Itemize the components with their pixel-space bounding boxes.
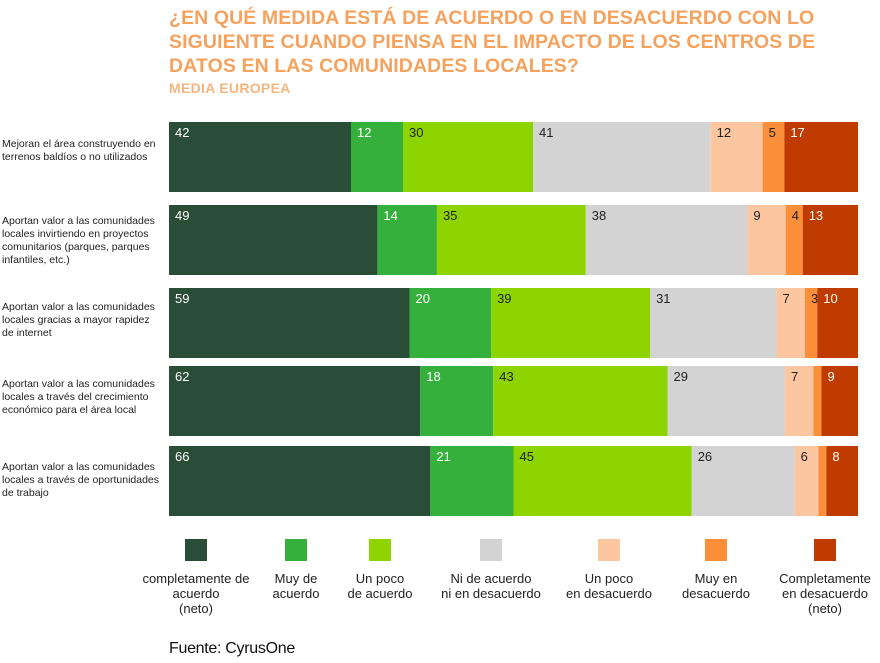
legend-label: Muy en desacuerdo — [682, 571, 750, 601]
bar-segment — [667, 366, 786, 436]
legend-item: Ni de acuerdo ni en desacuerdo — [431, 539, 551, 601]
bar-segment — [821, 366, 858, 436]
data-label: 45 — [520, 449, 534, 464]
data-label: 18 — [426, 369, 440, 384]
bar-segment — [169, 366, 421, 436]
bar-segment — [491, 288, 651, 358]
bar-segment — [813, 366, 822, 436]
bar-segment — [409, 288, 492, 358]
chart-title: ¿EN QUÉ MEDIDA ESTÁ DE ACUERDO O EN DESA… — [169, 7, 816, 77]
legend-label: Un poco en desacuerdo — [565, 571, 652, 601]
bar-segment — [169, 446, 431, 516]
legend-item: completamente de acuerdo (neto) — [136, 539, 256, 616]
data-label: 59 — [175, 291, 189, 306]
row-label: Aportan valor a las comunidades locales … — [2, 301, 155, 339]
bar-segment — [794, 446, 819, 516]
bar-segment — [785, 205, 803, 275]
data-label: 14 — [383, 208, 397, 223]
data-label: 39 — [497, 291, 511, 306]
data-label: 12 — [717, 125, 731, 140]
legend-swatch — [705, 539, 727, 561]
bar-segment — [585, 205, 748, 275]
data-label: 26 — [698, 449, 712, 464]
data-label: 9 — [753, 208, 760, 223]
data-label: 41 — [539, 125, 553, 140]
bar-segment — [817, 288, 858, 358]
bar-segment — [436, 205, 586, 275]
bar-segment — [169, 122, 351, 192]
bar-segment — [747, 205, 786, 275]
data-label: 62 — [175, 369, 189, 384]
bar-segment — [802, 205, 858, 275]
data-label: 42 — [175, 125, 189, 140]
chart-subtitle: MEDIA EUROPEA — [169, 80, 291, 96]
data-label: 8 — [832, 449, 839, 464]
data-label: 5 — [769, 125, 776, 140]
legend-label: Completamente en desacuerdo (neto) — [779, 571, 871, 616]
data-label: 31 — [656, 291, 670, 306]
data-label: 30 — [409, 125, 423, 140]
legend-swatch — [814, 539, 836, 561]
data-label: 3 — [811, 291, 818, 306]
data-label: 6 — [801, 449, 808, 464]
bar-segment — [493, 366, 668, 436]
bar-segment — [805, 288, 818, 358]
data-label: 12 — [357, 125, 371, 140]
row-label: Mejoran el área construyendo en terrenos… — [2, 138, 156, 163]
bar-segment — [403, 122, 533, 192]
bar-segment — [377, 205, 437, 275]
bar-segment — [818, 446, 827, 516]
source-note: Fuente: CyrusOne — [169, 640, 295, 657]
bar-segment — [691, 446, 795, 516]
data-label: 7 — [782, 291, 789, 306]
row-label: Aportan valor a las comunidades locales … — [2, 215, 155, 266]
data-label: 21 — [436, 449, 450, 464]
data-label: 20 — [416, 291, 430, 306]
bar-segment — [169, 288, 410, 358]
bar-segment — [650, 288, 777, 358]
data-label: 66 — [175, 449, 189, 464]
data-label: 4 — [792, 208, 799, 223]
legend-swatch — [285, 539, 307, 561]
legend-item: Un poco en desacuerdo — [549, 539, 669, 601]
legend-item: Completamente en desacuerdo (neto) — [765, 539, 880, 616]
bar-segment — [776, 288, 805, 358]
bar-segment — [784, 122, 858, 192]
data-label: 17 — [790, 125, 804, 140]
data-label: 38 — [592, 208, 606, 223]
data-label: 29 — [674, 369, 688, 384]
data-label: 10 — [823, 291, 837, 306]
legend-swatch — [598, 539, 620, 561]
legend-label: completamente de acuerdo (neto) — [142, 571, 250, 616]
row-label: Aportan valor a las comunidades locales … — [2, 378, 155, 416]
bar-segment — [420, 366, 494, 436]
legend-swatch — [369, 539, 391, 561]
data-label: 49 — [175, 208, 189, 223]
legend-item: Muy en desacuerdo — [656, 539, 776, 601]
bar-segment — [826, 446, 858, 516]
legend-label: Ni de acuerdo ni en desacuerdo — [441, 571, 541, 601]
legend-label: Muy de acuerdo — [272, 571, 320, 601]
data-label: 43 — [499, 369, 513, 384]
bar-segment — [533, 122, 711, 192]
data-label: 7 — [791, 369, 798, 384]
legend-item: Muy de acuerdo — [236, 539, 356, 601]
bar-segment — [785, 366, 814, 436]
data-label: 9 — [828, 369, 835, 384]
legend-swatch — [480, 539, 502, 561]
bar-segment — [169, 205, 378, 275]
bar-segment — [710, 122, 763, 192]
data-label: 13 — [809, 208, 823, 223]
bar-segment — [430, 446, 514, 516]
legend-item: Un poco de acuerdo — [320, 539, 440, 601]
bar-segment — [351, 122, 403, 192]
bar-segment — [513, 446, 692, 516]
bar-segment — [762, 122, 785, 192]
row-label: Aportan valor a las comunidades locales … — [2, 461, 160, 499]
legend-label: Un poco de acuerdo — [347, 571, 413, 601]
legend-swatch — [185, 539, 207, 561]
data-label: 35 — [443, 208, 457, 223]
